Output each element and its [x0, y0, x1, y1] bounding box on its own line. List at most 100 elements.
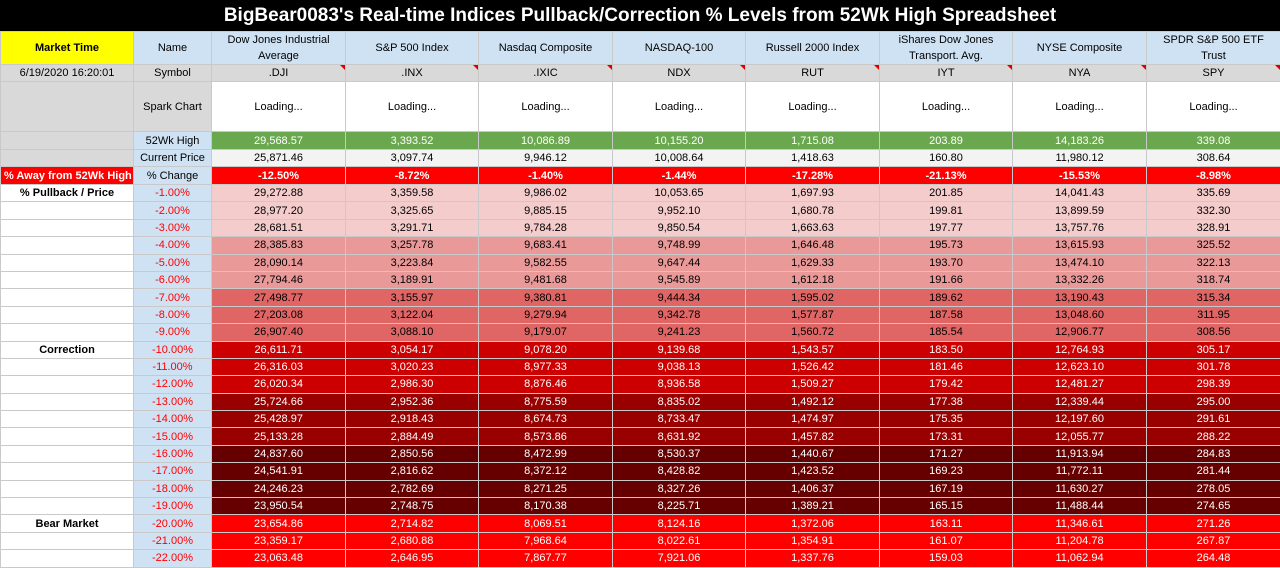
level-price: 1,560.72: [746, 324, 880, 341]
symbol-label: Symbol: [134, 65, 212, 82]
level-price: 28,385.83: [212, 237, 346, 254]
level-price: 179.42: [880, 376, 1013, 393]
level-price: 197.77: [880, 219, 1013, 236]
level-price: 8,733.47: [613, 411, 746, 428]
timestamp: 6/19/2020 16:20:01: [1, 65, 134, 82]
market-time-label: Market Time: [1, 32, 134, 65]
level-price: 3,088.10: [346, 324, 479, 341]
correction-label: Correction: [1, 341, 134, 358]
level-price: 177.38: [880, 393, 1013, 410]
symbol-cell[interactable]: SPY: [1147, 65, 1280, 82]
level-price: 1,354.91: [746, 532, 880, 549]
level-price: 8,428.82: [613, 463, 746, 480]
level-price: 2,680.88: [346, 532, 479, 549]
label-blank: [1, 358, 134, 375]
level-price: 165.15: [880, 498, 1013, 515]
index-name: Nasdaq Composite: [479, 32, 613, 65]
label-blank: [1, 445, 134, 462]
change-value: -8.98%: [1147, 167, 1280, 185]
level-price: 13,615.93: [1013, 237, 1147, 254]
level-price: 11,630.27: [1013, 480, 1147, 497]
level-price: 3,325.65: [346, 202, 479, 219]
level-price: 9,279.94: [479, 306, 613, 323]
level-price: 3,189.91: [346, 271, 479, 288]
level-price: 9,545.89: [613, 271, 746, 288]
label-blank: [1, 219, 134, 236]
level-price: 11,488.44: [1013, 498, 1147, 515]
level-price: 1,337.76: [746, 550, 880, 567]
level-price: 9,683.41: [479, 237, 613, 254]
level-price: 3,223.84: [346, 254, 479, 271]
level-price: 328.91: [1147, 219, 1280, 236]
level-price: 163.11: [880, 515, 1013, 532]
symbol-cell[interactable]: NDX: [613, 65, 746, 82]
level-price: 12,055.77: [1013, 428, 1147, 445]
level-price: 12,339.44: [1013, 393, 1147, 410]
pullback-percent: -11.00%: [134, 358, 212, 375]
label-blank: [1, 393, 134, 410]
change-label: % Change: [134, 167, 212, 185]
level-price: 9,481.68: [479, 271, 613, 288]
pullback-label: % Pullback / Price: [1, 185, 134, 202]
level-price: 13,190.43: [1013, 289, 1147, 306]
level-price: 2,884.49: [346, 428, 479, 445]
high-value: 339.08: [1147, 132, 1280, 150]
symbol-cell[interactable]: NYA: [1013, 65, 1147, 82]
level-price: 1,612.18: [746, 271, 880, 288]
level-price: 27,498.77: [212, 289, 346, 306]
high-row: 52Wk High 29,568.57 3,393.52 10,086.89 1…: [1, 132, 1280, 150]
symbol-cell[interactable]: RUT: [746, 65, 880, 82]
level-price: 8,835.02: [613, 393, 746, 410]
level-price: 28,681.51: [212, 219, 346, 236]
level-price: 23,950.54: [212, 498, 346, 515]
level-price: 11,913.94: [1013, 445, 1147, 462]
level-price: 291.61: [1147, 411, 1280, 428]
level-price: 332.30: [1147, 202, 1280, 219]
index-name: SPDR S&P 500 ETF Trust: [1147, 32, 1280, 65]
level-price: 9,038.13: [613, 358, 746, 375]
spark-chart: Loading...: [346, 82, 479, 132]
price-blank: [1, 150, 134, 167]
change-value: -21.13%: [880, 167, 1013, 185]
level-price: 24,246.23: [212, 480, 346, 497]
level-price: 8,674.73: [479, 411, 613, 428]
level-price: 9,078.20: [479, 341, 613, 358]
symbol-cell[interactable]: .DJI: [212, 65, 346, 82]
level-price: 322.13: [1147, 254, 1280, 271]
level-price: 173.31: [880, 428, 1013, 445]
level-price: 183.50: [880, 341, 1013, 358]
level-price: 12,197.60: [1013, 411, 1147, 428]
symbol-cell[interactable]: .IXIC: [479, 65, 613, 82]
symbol-cell[interactable]: IYT: [880, 65, 1013, 82]
current-price: 1,418.63: [746, 150, 880, 167]
level-price: 281.44: [1147, 463, 1280, 480]
level-price: 12,623.10: [1013, 358, 1147, 375]
current-price: 3,097.74: [346, 150, 479, 167]
high-value: 203.89: [880, 132, 1013, 150]
change-value: -1.40%: [479, 167, 613, 185]
level-price: 26,020.34: [212, 376, 346, 393]
level-price: 308.56: [1147, 324, 1280, 341]
pullback-percent: -5.00%: [134, 254, 212, 271]
level-price: 25,724.66: [212, 393, 346, 410]
current-price: 25,871.46: [212, 150, 346, 167]
level-price: 8,775.59: [479, 393, 613, 410]
level-price: 171.27: [880, 445, 1013, 462]
symbol-cell[interactable]: .INX: [346, 65, 479, 82]
spark-blank: [1, 82, 134, 132]
index-name: NYSE Composite: [1013, 32, 1147, 65]
level-price: 1,629.33: [746, 254, 880, 271]
level-price: 1,680.78: [746, 202, 880, 219]
level-price: 8,936.58: [613, 376, 746, 393]
level-price: 24,541.91: [212, 463, 346, 480]
level-price: 2,952.36: [346, 393, 479, 410]
label-blank: [1, 532, 134, 549]
level-price: 8,225.71: [613, 498, 746, 515]
level-price: 2,816.62: [346, 463, 479, 480]
level-price: 298.39: [1147, 376, 1280, 393]
level-price: 167.19: [880, 480, 1013, 497]
level-price: 8,977.33: [479, 358, 613, 375]
